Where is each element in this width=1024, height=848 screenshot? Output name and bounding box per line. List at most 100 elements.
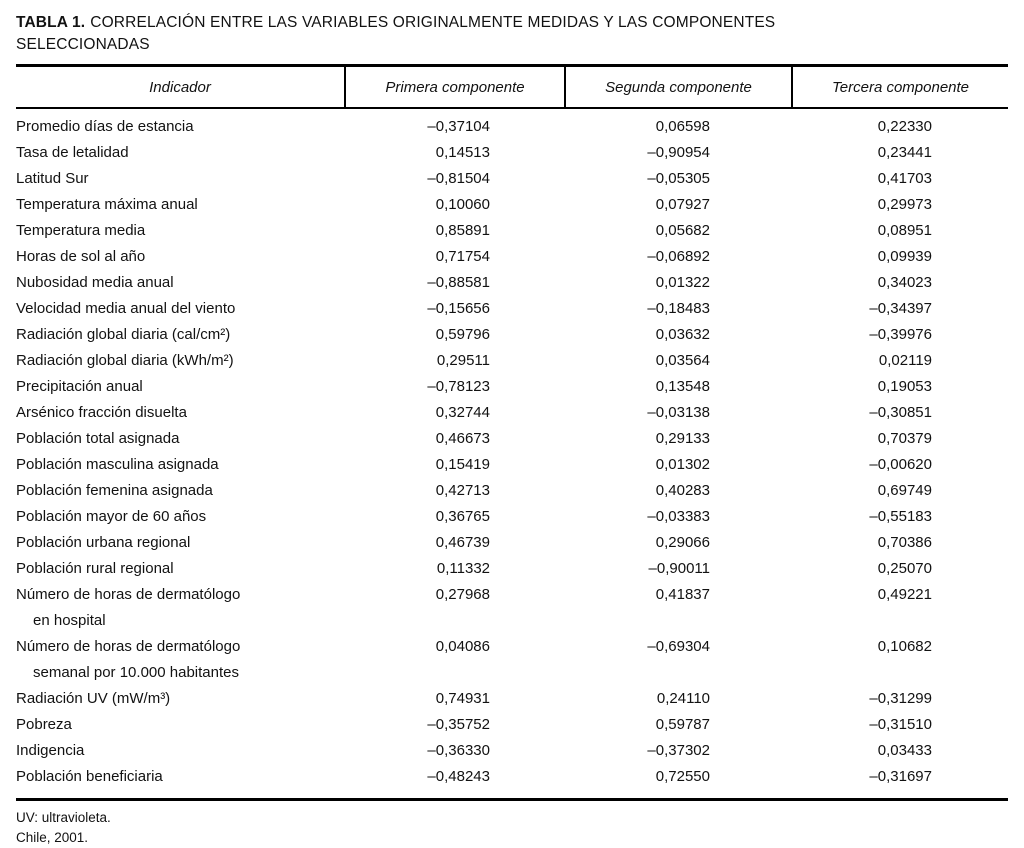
table-row: Población masculina asignada 0,15419 0,013… — [16, 452, 1008, 478]
footnote-source: Chile, 2001. — [16, 830, 89, 845]
indicator-label: Horas de sol al año — [16, 248, 146, 265]
table-row: Velocidad media anual del viento –0,15656… — [16, 296, 1008, 322]
table-row: Radiación global diaria (cal/cm²) 0,59796… — [16, 322, 1008, 348]
indicator-label: Precipitación anual — [16, 378, 143, 395]
value-cell: 0,19053 — [877, 378, 932, 395]
value-cell: 0,24110 — [656, 690, 710, 707]
value-cell: –0,35752 — [427, 716, 490, 733]
value-cell: 0,41703 — [877, 170, 932, 187]
table-row: Población beneficiaria –0,48243 0,72550 –0,… — [16, 764, 1008, 800]
value-cell: –0,37104 — [427, 118, 490, 135]
value-cell: 0,25070 — [877, 560, 932, 577]
footnotes: UV: ultravioleta. Chile, 2001. — [16, 808, 1008, 848]
indicator-label: Radiación UV (mW/m³) — [16, 690, 171, 707]
value-cell: –0,88581 — [427, 274, 490, 291]
value-cell: 0,29133 — [655, 430, 710, 447]
value-cell: –0,34397 — [869, 300, 932, 317]
value-cell: 0,13548 — [655, 378, 710, 395]
indicator-label: Nubosidad media anual — [16, 274, 174, 291]
header-row: Indicador Primera componente Segunda com… — [16, 65, 1008, 109]
table-row: Arsénico fracción disuelta 0,32744 –0,0313… — [16, 400, 1008, 426]
indicator-label: Tasa de letalidad — [16, 144, 129, 161]
value-cell: 0,01302 — [655, 456, 710, 473]
table-row: Precipitación anual –0,78123 0,13548 0,1905… — [16, 374, 1008, 400]
value-cell: 0,22330 — [877, 118, 932, 135]
value-cell: 0,70386 — [877, 534, 932, 551]
value-cell: –0,55183 — [869, 508, 932, 525]
value-cell: 0,36765 — [435, 508, 490, 525]
value-cell: 0,10060 — [435, 196, 490, 213]
value-cell: –0,05305 — [647, 170, 710, 187]
value-cell: 0,27968 — [435, 586, 490, 603]
value-cell: –0,03138 — [647, 404, 710, 421]
value-cell: 0,07927 — [655, 196, 710, 213]
value-cell: 0,49221 — [877, 586, 932, 603]
footnote-uv: UV: ultravioleta. — [16, 810, 111, 825]
value-cell: –0,39976 — [869, 326, 932, 343]
column-header-tercera-componente: Tercera componente — [791, 65, 1008, 109]
table-row: Población mayor de 60 años 0,36765 –0,0338… — [16, 504, 1008, 530]
value-cell: 0,41837 — [655, 586, 710, 603]
column-header-primera-componente: Primera componente — [344, 65, 565, 109]
column-header-indicador: Indicador — [16, 65, 345, 109]
value-cell: –0,90011 — [648, 560, 710, 577]
value-cell: 0,42713 — [435, 482, 490, 499]
indicator-label: Población total asignada — [16, 430, 180, 447]
value-cell: 0,04086 — [435, 638, 490, 655]
table-row: Número de horas de dermatólogo semanal po… — [16, 634, 1008, 686]
value-cell: –0,37302 — [647, 742, 710, 759]
table-row: Población urbana regional 0,46739 0,29066 0… — [16, 530, 1008, 556]
table-row: Radiación UV (mW/m³) 0,74931 0,24110 –0,312… — [16, 686, 1008, 712]
value-cell: –0,18483 — [647, 300, 710, 317]
value-cell: –0,81504 — [427, 170, 490, 187]
value-cell: 0,03433 — [877, 742, 932, 759]
indicator-label: Temperatura media — [16, 222, 146, 239]
table-title-line2: SELECCIONADAS — [16, 36, 150, 53]
table-row: Temperatura máxima anual 0,10060 0,07927 0,… — [16, 192, 1008, 218]
value-cell: 0,11332 — [436, 560, 490, 577]
value-cell: 0,09939 — [877, 248, 932, 265]
indicator-label: Número de horas de dermatólogo semanal po… — [16, 638, 241, 681]
indicator-label: Temperatura máxima anual — [16, 196, 198, 213]
value-cell: 0,34023 — [877, 274, 932, 291]
table-title: TABLA 1. CORRELACIÓN ENTRE LAS VARIABLES … — [16, 12, 946, 56]
table-row: Temperatura media 0,85891 0,05682 0,08951 — [16, 218, 1008, 244]
indicator-label: Indigencia — [16, 742, 85, 759]
column-header-segunda-componente: Segunda componente — [564, 65, 792, 109]
indicator-label: Población femenina asignada — [16, 482, 213, 499]
value-cell: 0,59796 — [435, 326, 490, 343]
correlation-table: Indicador Primera componente Segunda com… — [16, 64, 1008, 801]
value-cell: 0,03632 — [655, 326, 710, 343]
table-row: Nubosidad media anual –0,88581 0,01322 0,34… — [16, 270, 1008, 296]
table-number-label: TABLA 1. — [16, 14, 86, 31]
value-cell: –0,31697 — [869, 768, 932, 785]
value-cell: –0,30851 — [869, 404, 932, 421]
value-cell: 0,29066 — [655, 534, 710, 551]
value-cell: –0,78123 — [427, 378, 490, 395]
table-header: Indicador Primera componente Segunda com… — [16, 65, 1008, 109]
indicator-label: Velocidad media anual del viento — [16, 300, 236, 317]
value-cell: 0,10682 — [877, 638, 932, 655]
value-cell: 0,71754 — [435, 248, 490, 265]
value-cell: 0,72550 — [655, 768, 710, 785]
indicator-label: Promedio días de estancia — [16, 118, 194, 135]
table-row: Número de horas de dermatólogo en hospita… — [16, 582, 1008, 634]
value-cell: –0,31510 — [869, 716, 932, 733]
table-body: Promedio días de estancia –0,37104 0,06598… — [16, 108, 1008, 800]
indicator-label: Arsénico fracción disuelta — [16, 404, 187, 421]
value-cell: –0,00620 — [869, 456, 932, 473]
table-row: Promedio días de estancia –0,37104 0,06598… — [16, 108, 1008, 140]
value-cell: 0,08951 — [877, 222, 932, 239]
value-cell: –0,48243 — [427, 768, 490, 785]
table-row: Horas de sol al año 0,71754 –0,06892 0,0993… — [16, 244, 1008, 270]
indicator-label: Población beneficiaria — [16, 768, 163, 785]
table-row: Radiación global diaria (kWh/m²) 0,29511 0… — [16, 348, 1008, 374]
table-row: Población rural regional 0,11332 –0,90011 0… — [16, 556, 1008, 582]
value-cell: 0,29973 — [877, 196, 932, 213]
value-cell: 0,23441 — [877, 144, 932, 161]
indicator-label: Latitud Sur — [16, 170, 89, 187]
value-cell: 0,03564 — [655, 352, 710, 369]
value-cell: –0,03383 — [647, 508, 710, 525]
table-row: Latitud Sur –0,81504 –0,05305 0,41703 — [16, 166, 1008, 192]
